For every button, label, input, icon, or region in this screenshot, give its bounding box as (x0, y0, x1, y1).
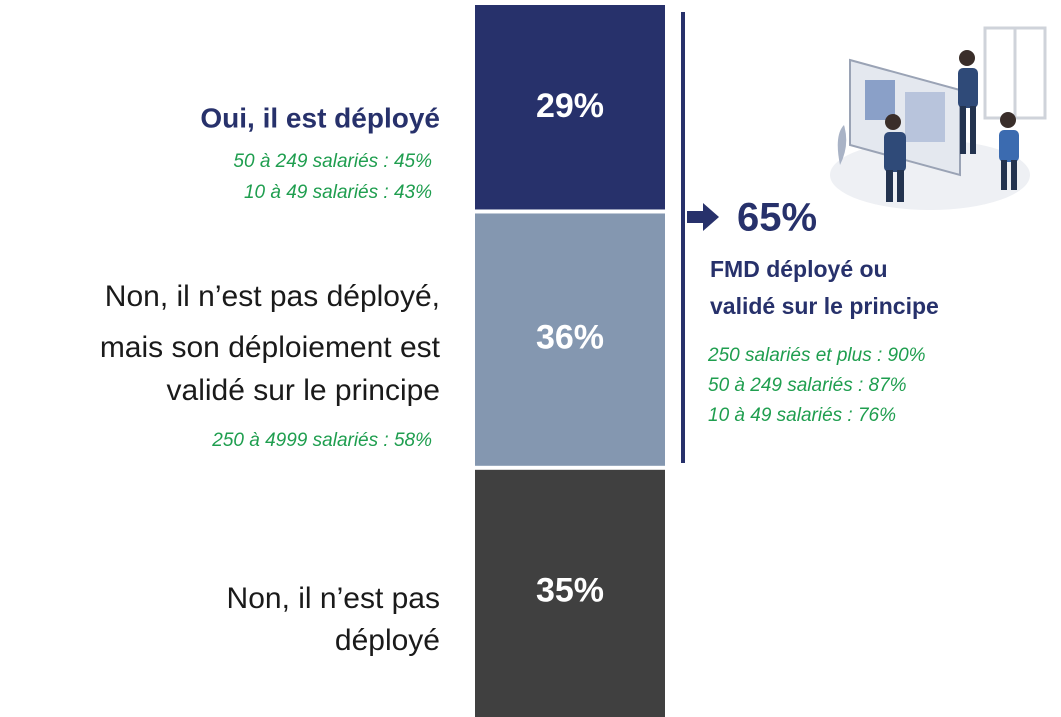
category-label: Non, il n’est pas (227, 582, 440, 615)
summary-label: validé sur le principe (710, 293, 939, 319)
summary-note: 250 salariés et plus : 90% (707, 345, 926, 366)
arrow (687, 203, 719, 231)
summary-note: 50 à 249 salariés : 87% (708, 375, 907, 396)
value-label: 35% (536, 571, 604, 609)
value-label: 29% (536, 87, 604, 125)
segment-note: 250 à 4999 salariés : 58% (211, 430, 432, 451)
category-label: validé sur le principe (167, 374, 440, 407)
summary-label: FMD déployé ou (710, 256, 888, 282)
illustration (830, 28, 1045, 210)
category-label: Non, il n’est pas déployé, (105, 280, 440, 313)
summary-value: 65% (737, 196, 817, 240)
segment-note: 10 à 49 salariés : 43% (244, 182, 432, 203)
segment-note: 50 à 249 salariés : 45% (233, 151, 432, 172)
value-label: 36% (536, 319, 604, 357)
category-label: Oui, il est déployé (200, 102, 440, 133)
chart: 29% Oui, il est déployé 50 à 249 salariés … (0, 0, 1061, 717)
category-label: déployé (335, 624, 440, 657)
category-label: mais son déploiement est (100, 331, 441, 364)
summary-note: 10 à 49 salariés : 76% (708, 405, 896, 426)
